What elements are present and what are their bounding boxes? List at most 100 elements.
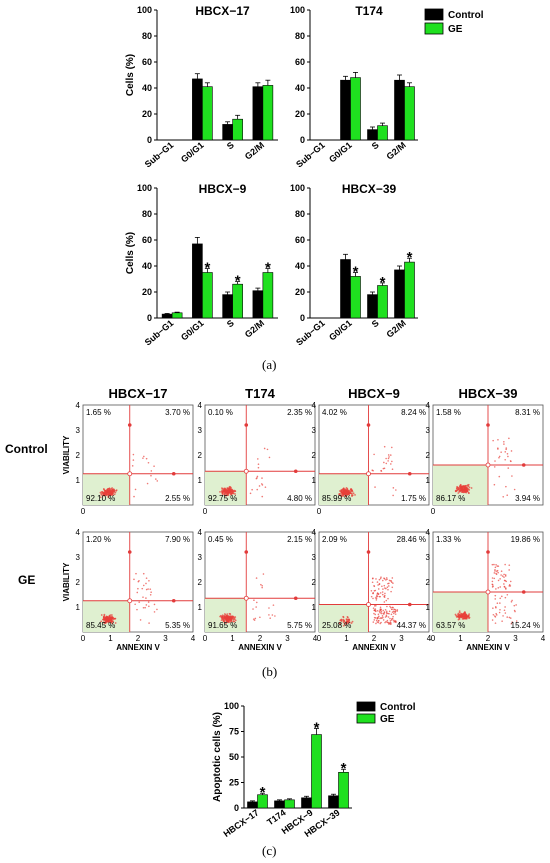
- x-tick-label: 2: [486, 634, 491, 643]
- event-dot: [253, 599, 255, 601]
- event-dot: [371, 581, 374, 584]
- event-dot: [506, 593, 509, 596]
- event-dot: [259, 616, 261, 619]
- event-dot: [498, 456, 500, 459]
- event-dot: [508, 564, 511, 566]
- event-dot: [495, 563, 497, 566]
- event-dot: [261, 477, 263, 479]
- event-dot: [383, 601, 386, 603]
- event-dot: [102, 621, 105, 624]
- significance-star: *: [204, 260, 210, 277]
- event-dot: [234, 490, 237, 493]
- gate-handle: [127, 550, 132, 554]
- y-tick-label: 4: [198, 528, 203, 537]
- event-dot: [224, 490, 227, 493]
- event-dot: [100, 614, 103, 616]
- legend-ge-label: GE: [380, 714, 395, 725]
- event-dot: [145, 582, 147, 585]
- event-dot: [268, 456, 271, 459]
- event-dot: [497, 587, 500, 589]
- y-tick-label: 50: [229, 752, 239, 762]
- event-dot: [494, 598, 497, 600]
- event-dot: [112, 618, 115, 621]
- event-dot: [385, 620, 387, 623]
- column-title: T174: [245, 386, 275, 401]
- event-dot: [262, 573, 265, 575]
- event-dot: [136, 591, 139, 594]
- event-dot: [261, 586, 263, 589]
- column-title: HBCX−17: [109, 386, 168, 401]
- event-dot: [156, 480, 159, 482]
- event-dot: [386, 586, 389, 589]
- event-dot: [153, 465, 155, 467]
- event-dot: [343, 620, 346, 623]
- event-dot: [266, 448, 269, 451]
- event-dot: [342, 624, 345, 627]
- event-dot: [507, 455, 509, 458]
- event-dot: [229, 617, 232, 620]
- event-dot: [222, 619, 225, 621]
- event-dot: [509, 617, 512, 619]
- gate-handle: [521, 463, 526, 467]
- event-dot: [379, 577, 382, 580]
- event-dot: [388, 623, 391, 625]
- event-dot: [261, 584, 263, 587]
- event-dot: [458, 617, 460, 619]
- event-dot: [372, 469, 374, 472]
- event-dot: [220, 490, 223, 493]
- legend-ge-swatch: [356, 713, 376, 724]
- event-dot: [145, 457, 148, 460]
- event-dot: [467, 485, 470, 488]
- event-dot: [506, 494, 509, 497]
- gate-handle: [293, 596, 298, 601]
- quadrant-lower-left: 85.45 %: [86, 621, 115, 630]
- event-dot: [511, 621, 514, 623]
- event-dot: [462, 491, 464, 493]
- y-tick-label: 40: [142, 261, 152, 271]
- event-dot: [392, 487, 395, 489]
- event-dot: [496, 569, 499, 572]
- event-dot: [457, 492, 460, 494]
- event-dot: [395, 489, 397, 491]
- event-dot: [258, 485, 261, 487]
- event-dot: [454, 613, 457, 616]
- event-dot: [348, 619, 350, 622]
- quadrant-upper-left: 4.02 %: [322, 408, 347, 417]
- event-dot: [497, 439, 499, 441]
- y-axis-label: Cells (%): [125, 232, 136, 274]
- event-dot: [229, 613, 232, 615]
- event-dot: [111, 488, 114, 491]
- event-dot: [504, 563, 506, 566]
- event-cloud: [99, 453, 159, 499]
- y-tick-label: 4: [198, 401, 203, 410]
- event-dot: [491, 577, 494, 579]
- event-dot: [256, 488, 259, 491]
- event-dot: [493, 572, 496, 574]
- event-dot: [497, 571, 499, 574]
- event-dot: [499, 608, 501, 611]
- event-dot: [456, 485, 459, 488]
- event-dot: [114, 617, 117, 620]
- event-dot: [491, 563, 494, 566]
- x-tick-label: S: [370, 140, 381, 152]
- event-dot: [108, 491, 111, 493]
- x-tick-label: S: [370, 318, 381, 330]
- event-dot: [147, 588, 149, 590]
- event-dot: [350, 490, 353, 493]
- y-tick-label: 4: [312, 401, 317, 410]
- event-dot: [153, 611, 156, 613]
- event-dot: [383, 461, 385, 464]
- event-dot: [339, 619, 342, 622]
- event-dot: [385, 462, 388, 465]
- y-tick-label: 3: [76, 553, 81, 562]
- event-dot: [373, 619, 376, 621]
- event-dot: [143, 455, 145, 458]
- event-dot: [377, 613, 380, 616]
- event-dot: [394, 620, 396, 623]
- event-dot: [491, 583, 494, 586]
- event-dot: [376, 609, 379, 612]
- event-dot: [391, 606, 394, 609]
- event-dot: [223, 617, 226, 620]
- significance-star: *: [235, 273, 241, 290]
